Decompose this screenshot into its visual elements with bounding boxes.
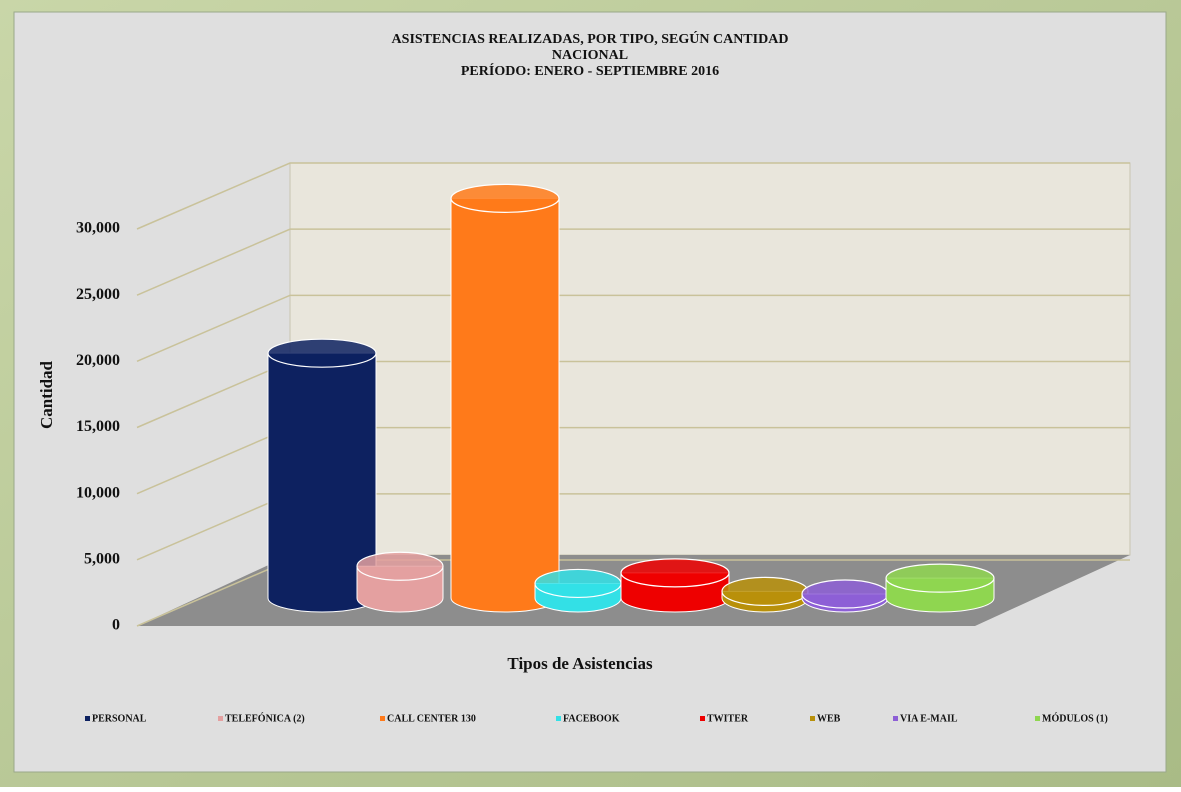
bar-top <box>356 551 444 581</box>
back-wall <box>289 162 1131 556</box>
bar-top <box>721 576 809 606</box>
y-tick-label: 10,000 <box>76 484 120 501</box>
legend-swatch <box>893 716 898 721</box>
grid-line <box>136 162 1130 230</box>
legend-label: FACEBOOK <box>563 713 620 724</box>
bar-top <box>534 568 622 599</box>
grid-line <box>136 228 1130 296</box>
bar-top <box>801 579 889 609</box>
x-axis-label: Tipos de Asistencias <box>507 654 653 673</box>
legend-label: CALL CENTER 130 <box>387 713 476 724</box>
y-tick-label: 5,000 <box>84 551 120 568</box>
legend-swatch <box>700 716 705 721</box>
legend-label: TELEFÓNICA (2) <box>225 712 305 724</box>
bar-top <box>620 558 730 588</box>
y-axis-label: Cantidad <box>37 360 56 429</box>
y-tick-label: 25,000 <box>76 286 120 303</box>
legend-label: MÓDULOS (1) <box>1042 712 1108 724</box>
legend-swatch <box>556 716 561 721</box>
legend-label: VIA E-MAIL <box>900 713 958 724</box>
legend-swatch <box>1035 716 1040 721</box>
bar-top <box>450 183 560 213</box>
legend-label: PERSONAL <box>92 713 147 724</box>
legend-label: TWITER <box>707 713 749 724</box>
y-tick-label: 15,000 <box>76 418 120 435</box>
y-tick-label: 30,000 <box>76 220 120 237</box>
legend-swatch <box>85 716 90 721</box>
legend-swatch <box>810 716 815 721</box>
legend-swatch <box>380 716 385 721</box>
bar <box>450 197 560 613</box>
y-tick-label: 0 <box>112 617 120 634</box>
bar-top <box>267 338 377 368</box>
chart-period: PERÍODO: ENERO - SEPTIEMBRE 2016 <box>461 62 719 79</box>
legend-swatch <box>218 716 223 721</box>
chart-subtitle: NACIONAL <box>552 48 628 63</box>
bar-top <box>885 563 995 593</box>
chart-title: ASISTENCIAS REALIZADAS, POR TIPO, SEGÚN … <box>392 30 789 47</box>
legend-label: WEB <box>817 713 841 724</box>
y-tick-label: 20,000 <box>76 352 120 369</box>
grid-line <box>136 294 1130 363</box>
